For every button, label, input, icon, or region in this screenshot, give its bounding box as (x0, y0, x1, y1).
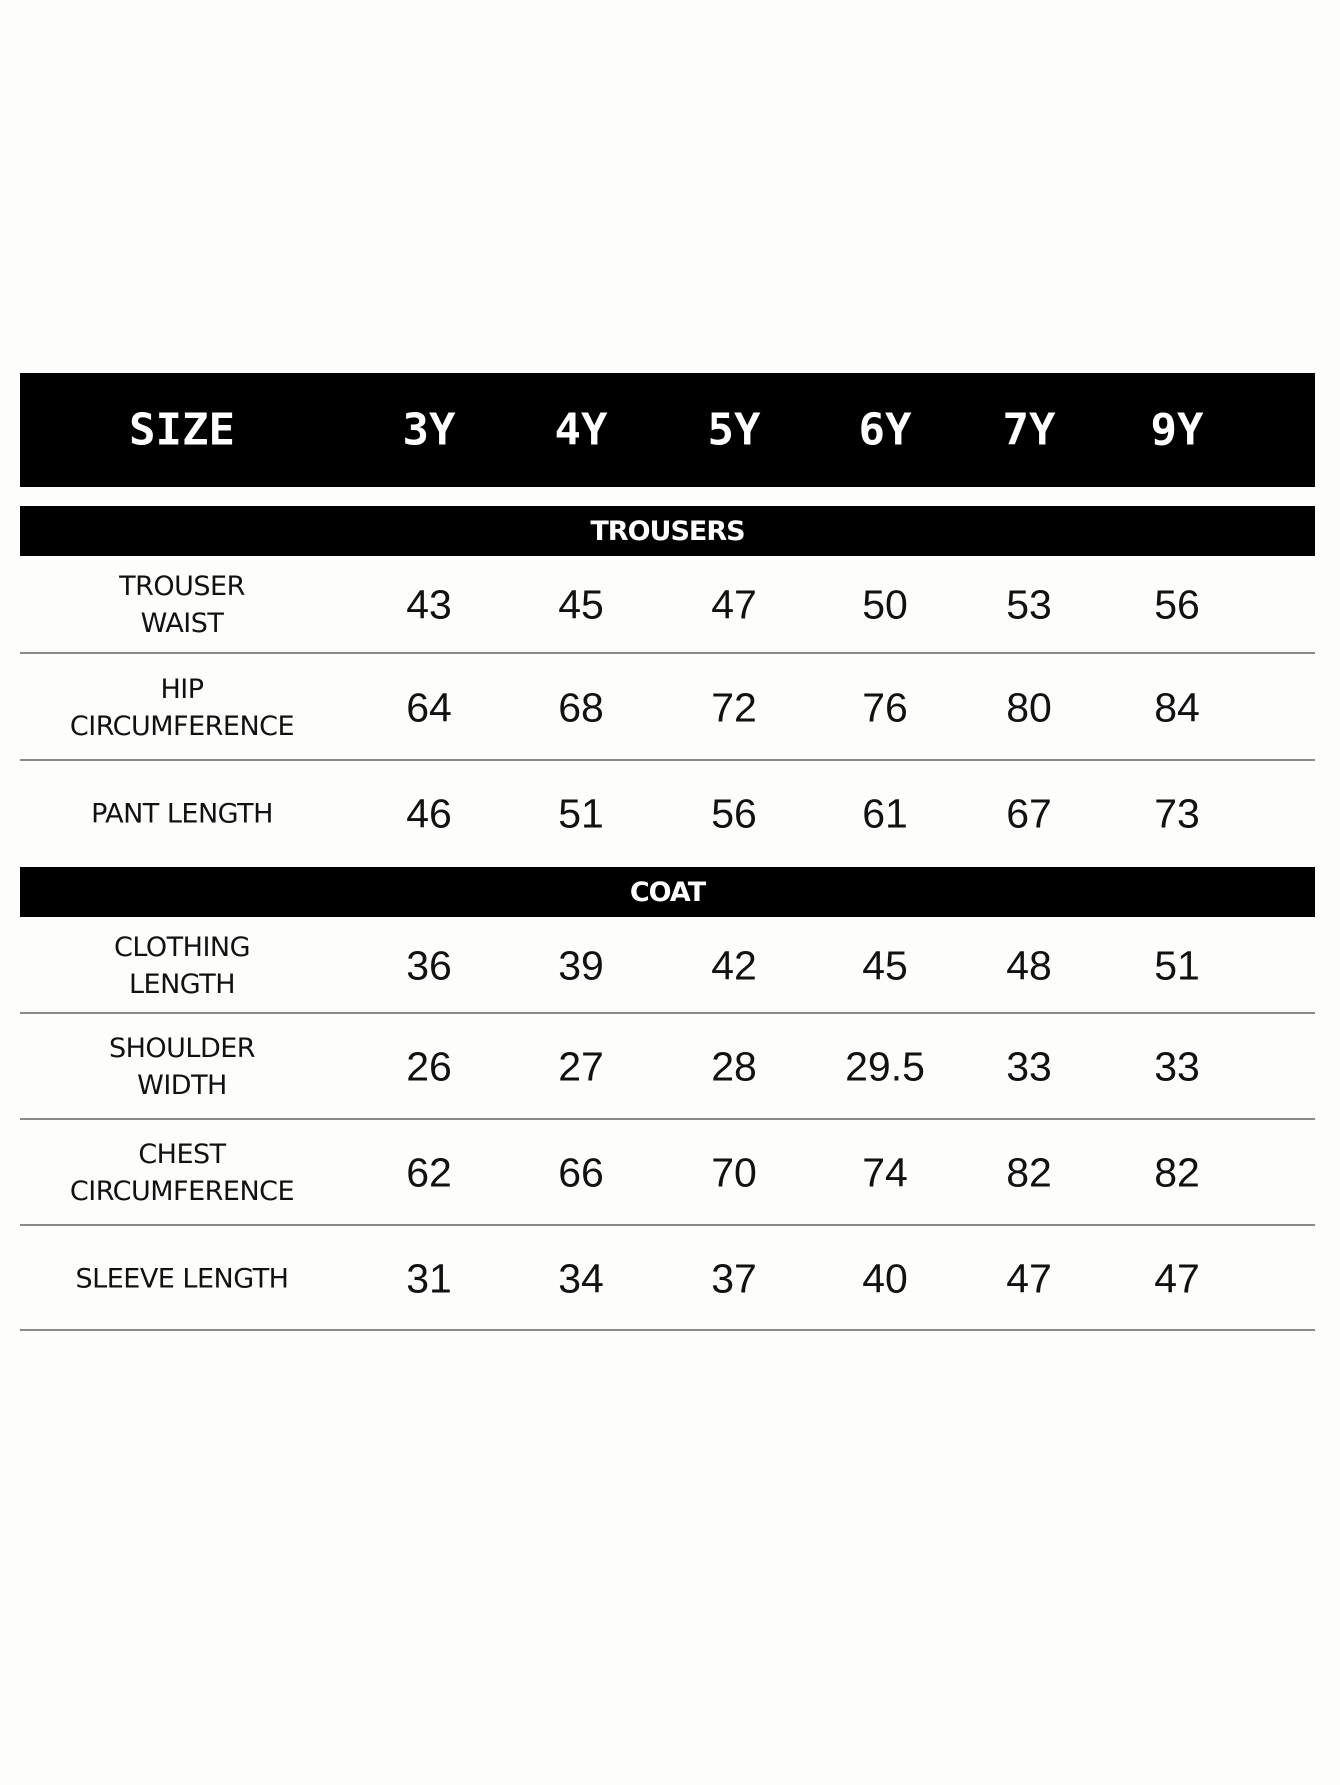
row-label-line: CIRCUMFERENCE (69, 710, 295, 742)
value-cell: 28 (711, 1043, 757, 1090)
row-divider (20, 652, 1315, 654)
size-6y: 6Y (858, 404, 912, 456)
row-label-line: SHOULDER (108, 1033, 256, 1064)
value-cell: 67 (1006, 790, 1052, 837)
value-cell: 51 (1154, 942, 1200, 988)
value-cell: 47 (711, 581, 757, 628)
row-label-line: SLEEVE LENGTH (75, 1263, 289, 1294)
value-cell: 33 (1006, 1043, 1052, 1090)
value-cell: 50 (862, 581, 908, 628)
row-label: HIP CIRCUMFERENCE (69, 671, 295, 745)
value-cell: 56 (711, 790, 757, 837)
table-row: SLEEVE LENGTH 31 34 37 40 47 47 (20, 1226, 1315, 1331)
table-row: HIP CIRCUMFERENCE 64 68 72 76 80 84 (20, 654, 1315, 761)
table-row: TROUSER WAIST 43 45 47 50 53 56 (20, 556, 1315, 654)
row-label: TROUSER WAIST (119, 568, 245, 642)
value-cell: 66 (558, 1149, 604, 1196)
row-label-line: WIDTH (137, 1070, 227, 1101)
value-cell: 26 (406, 1043, 452, 1090)
size-5y: 5Y (707, 404, 761, 456)
value-cell: 31 (406, 1255, 452, 1301)
row-label-line: WAIST (140, 608, 224, 639)
value-cell: 62 (406, 1149, 452, 1196)
row-divider (20, 1118, 1315, 1120)
value-cell: 47 (1154, 1255, 1200, 1301)
value-cell: 45 (862, 942, 908, 988)
value-cell: 45 (558, 581, 604, 628)
table-row: PANT LENGTH 46 51 56 61 67 73 (20, 761, 1315, 867)
value-cell: 42 (711, 942, 757, 988)
table-row: CLOTHING LENGTH 36 39 42 45 48 51 (20, 917, 1315, 1014)
value-cell: 39 (558, 942, 604, 988)
value-cell: 37 (711, 1255, 757, 1301)
value-cell: 34 (558, 1255, 604, 1301)
value-cell: 64 (406, 684, 452, 730)
row-divider (20, 1329, 1315, 1331)
table-row: CHEST CIRCUMFERENCE 62 66 70 74 82 82 (20, 1120, 1315, 1226)
row-label-line: PANT LENGTH (91, 798, 273, 830)
value-cell: 48 (1006, 942, 1052, 988)
size-7y: 7Y (1002, 404, 1056, 456)
value-cell: 82 (1006, 1149, 1052, 1196)
value-cell: 40 (862, 1255, 908, 1301)
value-cell: 43 (406, 581, 452, 628)
row-label-line: CIRCUMFERENCE (69, 1176, 295, 1207)
size-4y: 4Y (554, 404, 608, 456)
row-label-line: HIP (160, 673, 204, 705)
value-cell: 82 (1154, 1149, 1200, 1196)
row-label: CLOTHING LENGTH (113, 929, 251, 1003)
row-label-line: LENGTH (128, 968, 236, 1000)
value-cell: 84 (1154, 684, 1200, 730)
value-cell: 56 (1154, 581, 1200, 628)
size-9y: 9Y (1150, 404, 1204, 456)
value-cell: 70 (711, 1149, 757, 1196)
table-row: SHOULDER WIDTH 26 27 28 29.5 33 33 (20, 1014, 1315, 1120)
value-cell: 46 (406, 790, 452, 837)
value-cell: 33 (1154, 1043, 1200, 1090)
row-divider (20, 1012, 1315, 1014)
value-cell: 76 (862, 684, 908, 730)
row-label: CHEST CIRCUMFERENCE (69, 1136, 295, 1210)
value-cell: 74 (862, 1149, 908, 1196)
value-cell: 47 (1006, 1255, 1052, 1301)
value-cell: 51 (558, 790, 604, 837)
value-cell: 72 (711, 684, 757, 730)
value-cell: 80 (1006, 684, 1052, 730)
size-header-bar: SIZE 3Y 4Y 5Y 6Y 7Y 9Y (20, 373, 1315, 487)
section-header-1: COAT (20, 867, 1315, 917)
value-cell: 61 (862, 790, 908, 837)
section-header-0: TROUSERS (20, 506, 1315, 556)
row-label-line: TROUSER (119, 571, 245, 602)
row-label: SLEEVE LENGTH (76, 1260, 289, 1297)
row-label-line: CLOTHING (113, 931, 251, 963)
value-cell: 27 (558, 1043, 604, 1090)
value-cell: 68 (558, 684, 604, 730)
row-divider (20, 1224, 1315, 1226)
value-cell: 29.5 (845, 1043, 925, 1090)
row-label: PANT LENGTH (91, 796, 273, 833)
size-header-label: SIZE (129, 404, 235, 456)
row-divider (20, 759, 1315, 761)
row-label-line: CHEST (138, 1139, 226, 1170)
value-cell: 36 (406, 942, 452, 988)
row-label: SHOULDER WIDTH (108, 1030, 256, 1104)
value-cell: 53 (1006, 581, 1052, 628)
size-3y: 3Y (402, 404, 456, 456)
value-cell: 73 (1154, 790, 1200, 837)
